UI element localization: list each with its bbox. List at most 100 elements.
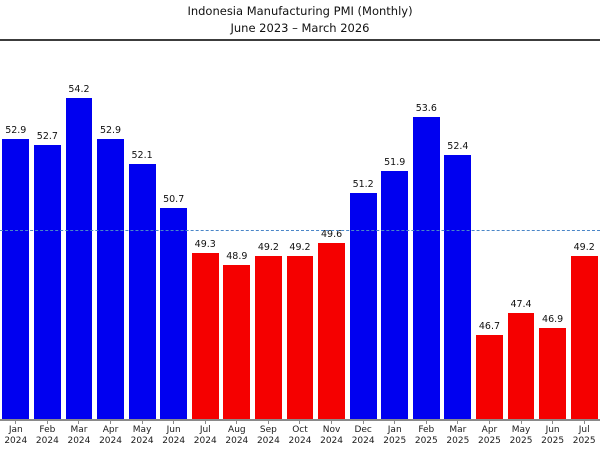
x-tick-year-label: 2024	[225, 436, 249, 446]
bar-column: 49.2	[253, 41, 285, 420]
x-tick-mark	[46, 421, 48, 424]
bar-value-label: 49.6	[320, 229, 343, 241]
x-tick-month-label: Jan	[387, 425, 402, 435]
x-tick: Sep 2024	[253, 421, 285, 447]
pmi-bar	[539, 328, 567, 420]
x-tick-month-label: Feb	[418, 425, 435, 435]
x-tick-year-label: 2024	[162, 436, 186, 446]
x-tick: Mar 2025	[442, 421, 474, 447]
threshold-line-50	[0, 229, 600, 231]
bar-value-label: 48.9	[226, 251, 248, 263]
bar-value-label: 50.7	[163, 194, 185, 206]
pmi-bar	[444, 154, 472, 420]
bar-column: 49.2	[284, 41, 316, 420]
x-tick-year-label: 2024	[193, 436, 217, 446]
pmi-bar	[65, 97, 93, 420]
bar-value-label: 49.2	[257, 241, 279, 253]
bar-value-label: 46.7	[478, 320, 501, 332]
x-axis-ticks: Jan 2024 Feb 2024 Mar 2024 Apr 2024 May 2024 Jun 20…	[0, 421, 600, 447]
x-tick-month-label: Mar	[70, 425, 88, 435]
pmi-bar	[570, 255, 598, 420]
bar-column: 46.7	[474, 41, 506, 420]
bar-column: 51.9	[379, 41, 411, 420]
x-tick-mark	[583, 421, 585, 424]
pmi-bar	[286, 255, 314, 420]
x-tick: Jul 2025	[568, 421, 600, 447]
x-tick-year-label: 2024	[351, 436, 375, 446]
bar-column: 52.4	[442, 41, 474, 420]
bar-column: 46.9	[537, 41, 569, 420]
pmi-bar	[381, 170, 409, 420]
x-tick-year-label: 2024	[99, 436, 122, 446]
x-tick-year-label: 2024	[4, 436, 28, 446]
bar-column: 53.6	[411, 41, 443, 420]
x-tick-mark	[362, 421, 364, 424]
x-tick: Jun 2024	[158, 421, 190, 447]
x-tick-year-label: 2024	[67, 436, 91, 446]
x-tick-mark	[488, 421, 490, 424]
pmi-bar	[97, 138, 124, 420]
x-tick-year-label: 2025	[383, 436, 407, 446]
x-tick-month-label: Jan	[8, 425, 23, 435]
pmi-bar	[191, 252, 219, 420]
pmi-bar	[507, 312, 535, 420]
pmi-bar	[160, 208, 188, 420]
x-tick-year-label: 2025	[478, 436, 501, 446]
x-tick: Jul 2024	[189, 421, 221, 447]
bar-value-label: 52.4	[447, 140, 469, 152]
pmi-bar	[476, 334, 503, 420]
bar-column: 49.6	[316, 41, 348, 420]
x-tick-year-label: 2025	[572, 436, 596, 446]
x-tick-mark	[78, 421, 80, 424]
bar-value-label: 52.9	[5, 124, 27, 136]
x-tick-year-label: 2025	[414, 436, 438, 446]
x-tick-month-label: Jul	[578, 425, 590, 435]
bar-column: 47.4	[505, 41, 537, 420]
bar-value-label: 49.3	[194, 238, 216, 250]
bar-column: 54.2	[63, 41, 95, 420]
x-tick-month-label: Sep	[259, 425, 277, 435]
x-tick: Apr 2024	[95, 421, 127, 447]
x-axis-line	[0, 419, 600, 421]
chart-title: Indonesia Manufacturing PMI (Monthly)	[187, 4, 413, 18]
x-tick: Jan 2025	[379, 421, 411, 447]
x-tick-mark	[15, 421, 17, 424]
bar-value-label: 51.9	[384, 156, 406, 168]
x-tick: Jan 2024	[0, 421, 32, 447]
x-tick: Nov 2024	[316, 421, 348, 447]
x-tick: May 2024	[126, 421, 158, 447]
x-tick-year-label: 2025	[541, 436, 565, 446]
pmi-bar	[128, 164, 156, 420]
bar-value-label: 47.4	[510, 298, 532, 310]
plot-area: 52.9 52.7 54.2 52.9 52.1 50.7 49.3 48.9 49.2 49.2…	[0, 41, 600, 420]
x-tick-mark	[236, 421, 238, 424]
pmi-bar	[318, 243, 345, 420]
x-tick-month-label: May	[511, 425, 531, 435]
x-tick-month-label: Apr	[102, 425, 119, 435]
bar-value-label: 51.2	[352, 178, 374, 190]
x-tick: Feb 2024	[32, 421, 64, 447]
x-tick-month-label: Jul	[199, 425, 211, 435]
x-tick-mark	[331, 421, 333, 424]
x-tick-mark	[552, 421, 554, 424]
bar-column: 52.9	[95, 41, 127, 420]
x-tick-mark	[457, 421, 459, 424]
x-tick: May 2025	[505, 421, 537, 447]
chart-subtitle: June 2023 – March 2026	[230, 21, 370, 35]
bar-column: 50.7	[158, 41, 190, 420]
x-tick-month-label: May	[132, 425, 152, 435]
bar-column: 51.2	[347, 41, 379, 420]
pmi-bar	[412, 116, 440, 420]
x-tick-month-label: Nov	[322, 425, 341, 435]
x-tick: Dec 2024	[347, 421, 379, 447]
pmi-bar	[2, 138, 30, 420]
bar-value-label: 49.2	[573, 241, 595, 253]
bar-value-label: 54.2	[68, 83, 90, 95]
pmi-bar	[349, 192, 377, 420]
x-tick: Feb 2025	[411, 421, 443, 447]
x-tick: Apr 2025	[474, 421, 506, 447]
x-tick-mark	[173, 421, 175, 424]
x-tick-year-label: 2025	[446, 436, 470, 446]
x-tick-year-label: 2024	[256, 436, 280, 446]
